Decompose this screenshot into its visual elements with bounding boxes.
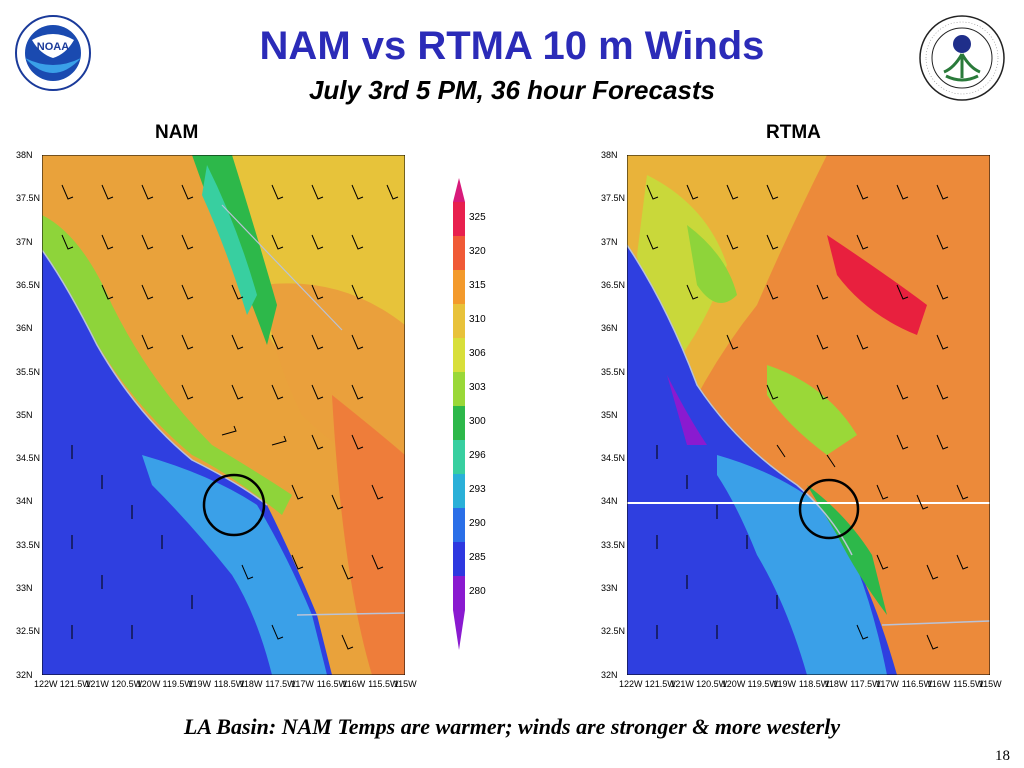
colorbar-label: 285: [469, 552, 486, 563]
y-axis-tick-label: 32N: [601, 669, 618, 680]
colorbar-top-arrow: [453, 178, 465, 202]
y-axis-tick-label: 33.5N: [16, 539, 41, 550]
colorbar-segment: [453, 508, 465, 542]
y-axis-tick-label: 36N: [16, 323, 33, 334]
x-axis-tick-label: 120W: [136, 679, 161, 689]
nam-map: [42, 155, 405, 675]
y-axis-tick-label: 36N: [601, 323, 618, 334]
colorbar-segment: [453, 406, 465, 440]
y-axis-tick-label: 37N: [601, 236, 618, 247]
x-axis-tick-label: 117W: [291, 679, 314, 689]
x-axis-tick-label: 117.5W: [850, 679, 881, 689]
x-axis-tick-label: 118.5W: [798, 679, 830, 689]
x-axis-tick-label: 117W: [876, 679, 899, 689]
x-axis-tick-label: 120.5W: [111, 679, 143, 689]
y-axis-tick-label: 34.5N: [601, 453, 626, 464]
x-axis-tick-label: 116W: [927, 679, 951, 689]
colorbar-label: 315: [469, 280, 486, 291]
y-axis-tick-label: 32.5N: [16, 626, 41, 637]
x-axis-tick-label: 122W: [34, 679, 58, 689]
x-axis-tick-label: 115W: [393, 679, 417, 689]
y-axis-tick-label: 35.5N: [16, 366, 41, 377]
colorbar-segment: [453, 304, 465, 338]
colorbar-label: 303: [469, 382, 486, 393]
colorbar-label: 310: [469, 314, 486, 325]
y-axis-tick-label: 32.5N: [601, 626, 626, 637]
colorbar-label: 300: [469, 416, 486, 427]
x-axis-tick-label: 120.5W: [696, 679, 728, 689]
colorbar-label: 290: [469, 518, 486, 529]
noaa-logo-text: NOAA: [37, 41, 69, 53]
colorbar-label: 306: [469, 348, 486, 359]
x-axis-tick-label: 116.5W: [901, 679, 933, 689]
x-axis-tick-label: 118.5W: [213, 679, 245, 689]
colorbar-label: 293: [469, 484, 486, 495]
y-axis-tick-label: 33N: [601, 583, 618, 593]
colorbar-segment: [453, 338, 465, 372]
slide-caption: LA Basin: NAM Temps are warmer; winds ar…: [183, 714, 841, 739]
y-axis-tick-label: 35N: [601, 409, 618, 420]
rtma-highlight-circle: [798, 478, 860, 540]
x-axis-tick-label: 118W: [824, 679, 848, 689]
y-axis-tick-label: 33N: [16, 583, 33, 593]
x-axis-tick-label: 115W: [978, 679, 1002, 689]
y-axis-tick-label: 36.5N: [16, 279, 41, 290]
y-axis-tick-label: 38N: [601, 150, 618, 160]
nam-highlight-circle: [202, 473, 266, 537]
y-axis-tick-label: 38N: [16, 150, 33, 160]
x-axis-tick-label: 121W: [670, 679, 694, 689]
x-axis-tick-label: 116.5W: [316, 679, 348, 689]
x-axis-tick-label: 122W: [619, 679, 643, 689]
colorbar-label: 325: [469, 212, 486, 223]
colorbar-label: 296: [469, 450, 486, 461]
slide-subtitle: July 3rd 5 PM, 36 hour Forecasts: [308, 75, 716, 105]
colorbar-segment: [453, 542, 465, 576]
y-axis-tick-label: 33.5N: [601, 539, 626, 550]
colorbar-segment: [453, 576, 465, 610]
x-axis-tick-label: 115.5W: [953, 679, 984, 689]
colorbar-label: 320: [469, 246, 486, 257]
y-axis-tick-label: 32N: [16, 669, 33, 680]
x-axis-tick-label: 119.5W: [162, 679, 193, 689]
noaa-logo-icon: NOAA: [15, 15, 91, 91]
x-axis-tick-label: 117.5W: [265, 679, 296, 689]
colorbar-segment: [453, 270, 465, 304]
epa-seal-icon: [919, 15, 1005, 101]
y-axis-tick-label: 35N: [16, 409, 33, 420]
x-axis-tick-label: 121W: [85, 679, 109, 689]
x-axis-tick-label: 121.5W: [644, 679, 676, 689]
colorbar-segment: [453, 236, 465, 270]
y-axis-tick-label: 34.5N: [16, 453, 41, 464]
colorbar-segment: [453, 440, 465, 474]
y-axis-tick-label: 34N: [601, 496, 618, 507]
nam-panel-title: NAM: [155, 122, 199, 143]
y-axis-tick-label: 36.5N: [601, 279, 626, 290]
colorbar-segment: [453, 474, 465, 508]
x-axis-tick-label: 119.5W: [747, 679, 778, 689]
x-axis-tick-label: 116W: [342, 679, 366, 689]
x-axis-tick-label: 119W: [773, 679, 797, 689]
x-axis-tick-label: 121.5W: [59, 679, 91, 689]
colorbar-label: 280: [469, 586, 486, 597]
y-axis-tick-label: 37N: [16, 236, 33, 247]
slide-title: NAM vs RTMA 10 m Winds: [259, 24, 765, 68]
x-axis-tick-label: 120W: [721, 679, 746, 689]
colorbar-bottom-arrow: [453, 610, 465, 650]
colorbar-segment: [453, 372, 465, 406]
rtma-map: [627, 155, 990, 675]
y-axis-tick-label: 34N: [16, 496, 33, 507]
colorbar-segment: [453, 202, 465, 236]
y-axis-tick-label: 37.5N: [601, 193, 626, 204]
x-axis-tick-label: 119W: [188, 679, 212, 689]
y-axis-tick-label: 37.5N: [16, 193, 41, 204]
x-axis-tick-label: 118W: [239, 679, 263, 689]
y-axis-tick-label: 35.5N: [601, 366, 626, 377]
temperature-colorbar: 325 320 315 310 306 303 300 296 293 290 285 280: [453, 178, 486, 650]
slide-number: 18: [995, 748, 1010, 764]
rtma-panel-title: RTMA: [766, 122, 821, 143]
x-axis-tick-label: 115.5W: [368, 679, 399, 689]
